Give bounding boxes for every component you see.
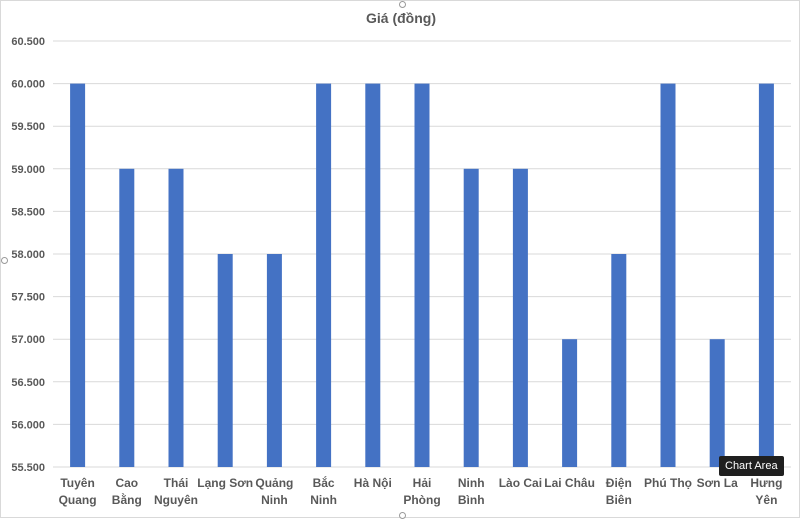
- bar[interactable]: [414, 83, 430, 467]
- bar[interactable]: [709, 339, 725, 467]
- bar[interactable]: [512, 168, 528, 468]
- bar[interactable]: [168, 168, 184, 468]
- x-tick-label-line: Nguyên: [154, 493, 198, 507]
- x-tick-label-line: Hà Nội: [354, 476, 392, 490]
- x-tick-label-line: Hải: [413, 476, 432, 490]
- y-tick-label: 56.000: [11, 419, 45, 431]
- x-tick-label-line: Ninh: [261, 493, 288, 507]
- x-tick-label-line: Yên: [755, 493, 777, 507]
- x-tick-label: Hưng Yên: [750, 476, 782, 507]
- x-tick-label-line: Biên: [606, 493, 632, 507]
- bar[interactable]: [217, 254, 233, 467]
- y-tick-label: 55.500: [11, 462, 45, 474]
- bar[interactable]: [660, 83, 676, 467]
- bar[interactable]: [562, 339, 578, 467]
- bar[interactable]: [365, 83, 381, 467]
- y-tick-label: 58.500: [11, 206, 45, 218]
- bar[interactable]: [758, 83, 774, 467]
- chart-area-tooltip: Chart Area: [719, 456, 784, 476]
- x-tick-label: Sơn La: [697, 476, 739, 490]
- x-tick-label: Điện Biên: [606, 476, 632, 507]
- x-tick-label: Phú Thọ: [644, 476, 692, 490]
- x-tick-label-line: Phòng: [403, 493, 440, 507]
- y-tick-label: 60.500: [11, 36, 45, 48]
- y-tick-label: 57.500: [11, 292, 45, 304]
- x-tick-label-line: Ninh: [310, 493, 337, 507]
- x-tick-label-line: Phú Thọ: [644, 476, 692, 490]
- resize-handle-left[interactable]: [1, 257, 8, 264]
- bar[interactable]: [316, 83, 332, 467]
- x-tick-label-line: Quang: [59, 493, 97, 507]
- y-tick-label: 56.500: [11, 377, 45, 389]
- y-tick-label: 59.500: [11, 121, 45, 133]
- resize-handle-top[interactable]: [399, 1, 406, 8]
- bar[interactable]: [119, 168, 135, 468]
- x-tick-label: Cao Bằng: [112, 476, 142, 507]
- x-tick-label-line: Điện: [606, 476, 632, 490]
- y-tick-label: 60.000: [11, 79, 45, 91]
- bar[interactable]: [463, 168, 479, 468]
- x-tick-label: Lai Châu: [544, 476, 595, 490]
- x-tick-label-line: Lạng Sơn: [197, 476, 253, 490]
- x-tick-label: Hải Phòng: [403, 476, 440, 507]
- x-tick-label: Ninh Bình: [458, 476, 485, 507]
- x-axis-ticks: Tuyên Quang Cao Bằng Thái Nguyên Lạng Sơn Quảng…: [59, 475, 783, 507]
- bar[interactable]: [266, 254, 282, 467]
- y-tick-label: 59.000: [11, 164, 45, 176]
- x-tick-label-line: Hưng: [750, 476, 782, 490]
- chart-title: Giá (đồng): [366, 10, 436, 26]
- bar[interactable]: [611, 254, 627, 467]
- bars: [70, 83, 774, 468]
- x-tick-label: Lạng Sơn: [197, 476, 253, 490]
- x-tick-label: Thái Nguyên: [154, 476, 198, 507]
- x-tick-label-line: Bắc: [313, 475, 335, 490]
- x-tick-label-line: Thái: [164, 476, 189, 490]
- x-tick-label-line: Lào Cai: [499, 476, 542, 490]
- y-axis-ticks: 55.500 56.000 56.500 57.000 57.500 58.000 58.5…: [11, 36, 45, 474]
- y-tick-label: 57.000: [11, 334, 45, 346]
- x-tick-label-line: Bằng: [112, 492, 142, 507]
- x-tick-label: Hà Nội: [354, 476, 392, 490]
- x-tick-label: Quảng Ninh: [255, 476, 293, 507]
- x-tick-label: Lào Cai: [499, 476, 542, 490]
- x-tick-label-line: Ninh: [458, 476, 485, 490]
- y-tick-label: 58.000: [11, 249, 45, 261]
- bar[interactable]: [70, 83, 86, 467]
- x-tick-label-line: Cao: [115, 476, 138, 490]
- x-tick-label-line: Sơn La: [697, 476, 739, 490]
- x-tick-label: Bắc Ninh: [310, 475, 337, 507]
- x-tick-label: Tuyên Quang: [59, 476, 97, 507]
- x-tick-label-line: Quảng: [255, 476, 293, 490]
- x-tick-label-line: Lai Châu: [544, 476, 595, 490]
- x-tick-label-line: Bình: [458, 493, 485, 507]
- x-tick-label-line: Tuyên: [60, 476, 94, 490]
